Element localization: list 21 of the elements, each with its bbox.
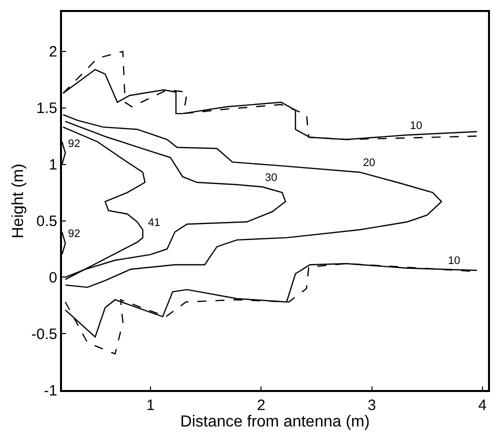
x-tick-label: 3 [368, 396, 376, 414]
y-tick-label: -1 [44, 382, 58, 400]
y-tick-label: 0 [48, 269, 58, 286]
line-series [62, 114, 442, 288]
y-tick-label: -0.5 [31, 326, 58, 343]
y-tick-label: 1 [48, 156, 58, 174]
annotation: 10 [448, 255, 460, 267]
x-tick-label: 4 [478, 396, 487, 414]
annotation: 92 [68, 138, 80, 150]
y-tick-label: 0.5 [36, 213, 58, 230]
y-axis-title: Height (m) [10, 164, 27, 238]
annotation: 30 [265, 172, 278, 184]
y-tick-label: 2 [48, 44, 58, 61]
annotation: 41 [148, 217, 160, 229]
annotation: 92 [68, 228, 80, 240]
annotation: 10 [410, 120, 422, 132]
y-tick-label: 1.5 [36, 100, 58, 118]
x-tick-label: 2 [257, 396, 266, 414]
x-axis-title: Distance from antenna (m) [180, 414, 370, 431]
x-tick-label: 1 [146, 396, 155, 414]
annotation: 20 [363, 157, 376, 169]
